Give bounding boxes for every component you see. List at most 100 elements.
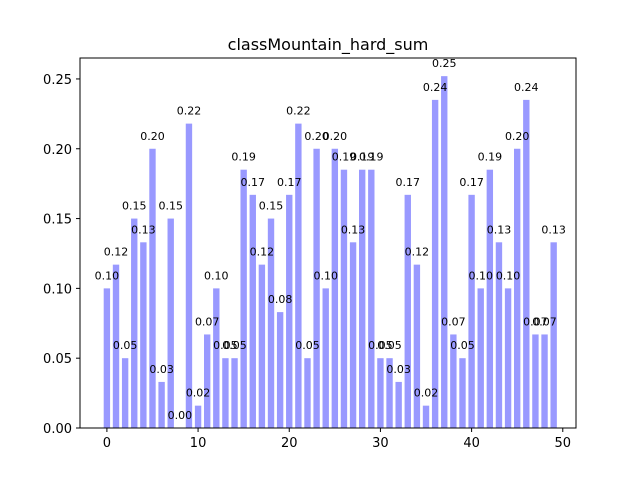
x-tick-label-20: 20 (281, 436, 298, 451)
data-label-9: 0.22 (177, 105, 202, 118)
data-label-6: 0.03 (149, 363, 174, 376)
bar-40 (468, 194, 475, 428)
data-label-7: 0.15 (158, 200, 183, 213)
data-label-32: 0.03 (386, 363, 411, 376)
y-axis: 0.00 0.05 0.10 0.15 0.20 0.25 (43, 73, 80, 437)
data-label-30: 0.05 (368, 339, 393, 352)
data-label-46: 0.24 (514, 81, 539, 94)
data-label-3: 0.15 (122, 200, 147, 213)
data-label-47: 0.07 (523, 315, 548, 328)
data-labels-group: 0.100.120.050.150.130.200.030.150.000.22… (95, 57, 566, 422)
data-label-28: 0.19 (350, 151, 375, 164)
bar-12 (213, 288, 220, 428)
bar-47 (532, 334, 539, 428)
data-label-20: 0.17 (277, 176, 302, 189)
x-tick-label-50: 50 (555, 436, 572, 451)
chart-title: classMountain_hard_sum (228, 35, 429, 55)
data-label-18: 0.15 (259, 200, 284, 213)
x-tick-label-0: 0 (103, 436, 111, 451)
data-label-33: 0.17 (396, 176, 421, 189)
bar-38 (450, 334, 457, 428)
y-tick-label-0.00: 0.00 (43, 422, 72, 437)
y-tick-label-0.15: 0.15 (43, 213, 72, 228)
data-label-31: 0.05 (377, 339, 402, 352)
data-label-13: 0.05 (213, 339, 238, 352)
bar-18 (267, 218, 275, 428)
bar-4 (140, 242, 147, 428)
bar-25 (331, 148, 339, 429)
data-label-40: 0.17 (459, 176, 484, 189)
data-label-41: 0.10 (468, 269, 493, 282)
bar-48 (541, 334, 548, 428)
data-label-42: 0.19 (478, 151, 503, 164)
bar-41 (477, 288, 484, 428)
data-label-27: 0.13 (341, 223, 366, 236)
bar-24 (322, 288, 329, 428)
y-tick-label-0.10: 0.10 (43, 282, 72, 297)
x-tick-label-40: 40 (463, 436, 480, 451)
bar-0 (103, 288, 111, 428)
data-label-19: 0.08 (268, 293, 293, 306)
data-label-5: 0.20 (140, 130, 165, 143)
bar-28 (359, 169, 366, 428)
data-label-44: 0.10 (496, 269, 521, 282)
bar-13 (222, 358, 229, 428)
bar-23 (313, 148, 320, 429)
bar-16 (249, 194, 256, 428)
bar-43 (495, 242, 503, 428)
data-label-36: 0.24 (423, 81, 448, 94)
bar-31 (386, 358, 393, 428)
bars-group (103, 76, 557, 429)
data-label-43: 0.13 (487, 223, 512, 236)
data-label-25: 0.20 (323, 130, 348, 143)
data-label-1: 0.12 (104, 246, 129, 259)
y-tick-label-0.25: 0.25 (43, 73, 72, 88)
bar-29 (368, 169, 375, 428)
bar-21 (295, 123, 302, 428)
bar-7 (167, 218, 174, 428)
data-label-24: 0.10 (313, 269, 338, 282)
bar-20 (286, 194, 293, 428)
x-tick-label-10: 10 (190, 436, 207, 451)
data-label-22: 0.05 (295, 339, 320, 352)
data-label-21: 0.22 (286, 105, 311, 118)
data-label-2: 0.05 (113, 339, 138, 352)
data-label-45: 0.20 (505, 130, 530, 143)
data-label-14: 0.05 (222, 339, 247, 352)
x-axis: 0 10 20 30 40 50 (103, 428, 571, 451)
bar-22 (304, 358, 311, 428)
bar-1 (112, 264, 120, 428)
data-label-12: 0.10 (204, 269, 229, 282)
x-tick-label-30: 30 (372, 436, 389, 451)
data-label-29: 0.19 (359, 151, 384, 164)
y-tick-label-0.05: 0.05 (43, 352, 72, 367)
data-label-23: 0.20 (304, 130, 329, 143)
data-label-0: 0.10 (95, 269, 120, 282)
data-label-16: 0.17 (241, 176, 266, 189)
bar-33 (404, 194, 411, 428)
bar-46 (523, 99, 530, 429)
bar-27 (349, 242, 357, 428)
data-label-34: 0.12 (405, 246, 430, 259)
bar-34 (413, 264, 421, 428)
data-label-48: 0.07 (532, 315, 557, 328)
bar-5 (149, 148, 156, 429)
data-label-8: 0.00 (168, 409, 193, 422)
data-label-17: 0.12 (250, 246, 275, 259)
bar-45 (514, 148, 521, 429)
bar-32 (395, 381, 402, 428)
data-label-4: 0.13 (131, 223, 156, 236)
data-label-10: 0.02 (186, 387, 211, 400)
data-label-35: 0.02 (414, 387, 439, 400)
bar-6 (158, 381, 165, 428)
bar-17 (258, 264, 266, 428)
bar-9 (185, 123, 193, 428)
bar-26 (340, 169, 348, 428)
bar-30 (377, 358, 384, 428)
bar-15 (240, 169, 247, 428)
bar-39 (459, 358, 466, 428)
bar-11 (204, 334, 211, 428)
data-label-37: 0.25 (432, 57, 457, 70)
bar-35 (422, 405, 430, 428)
